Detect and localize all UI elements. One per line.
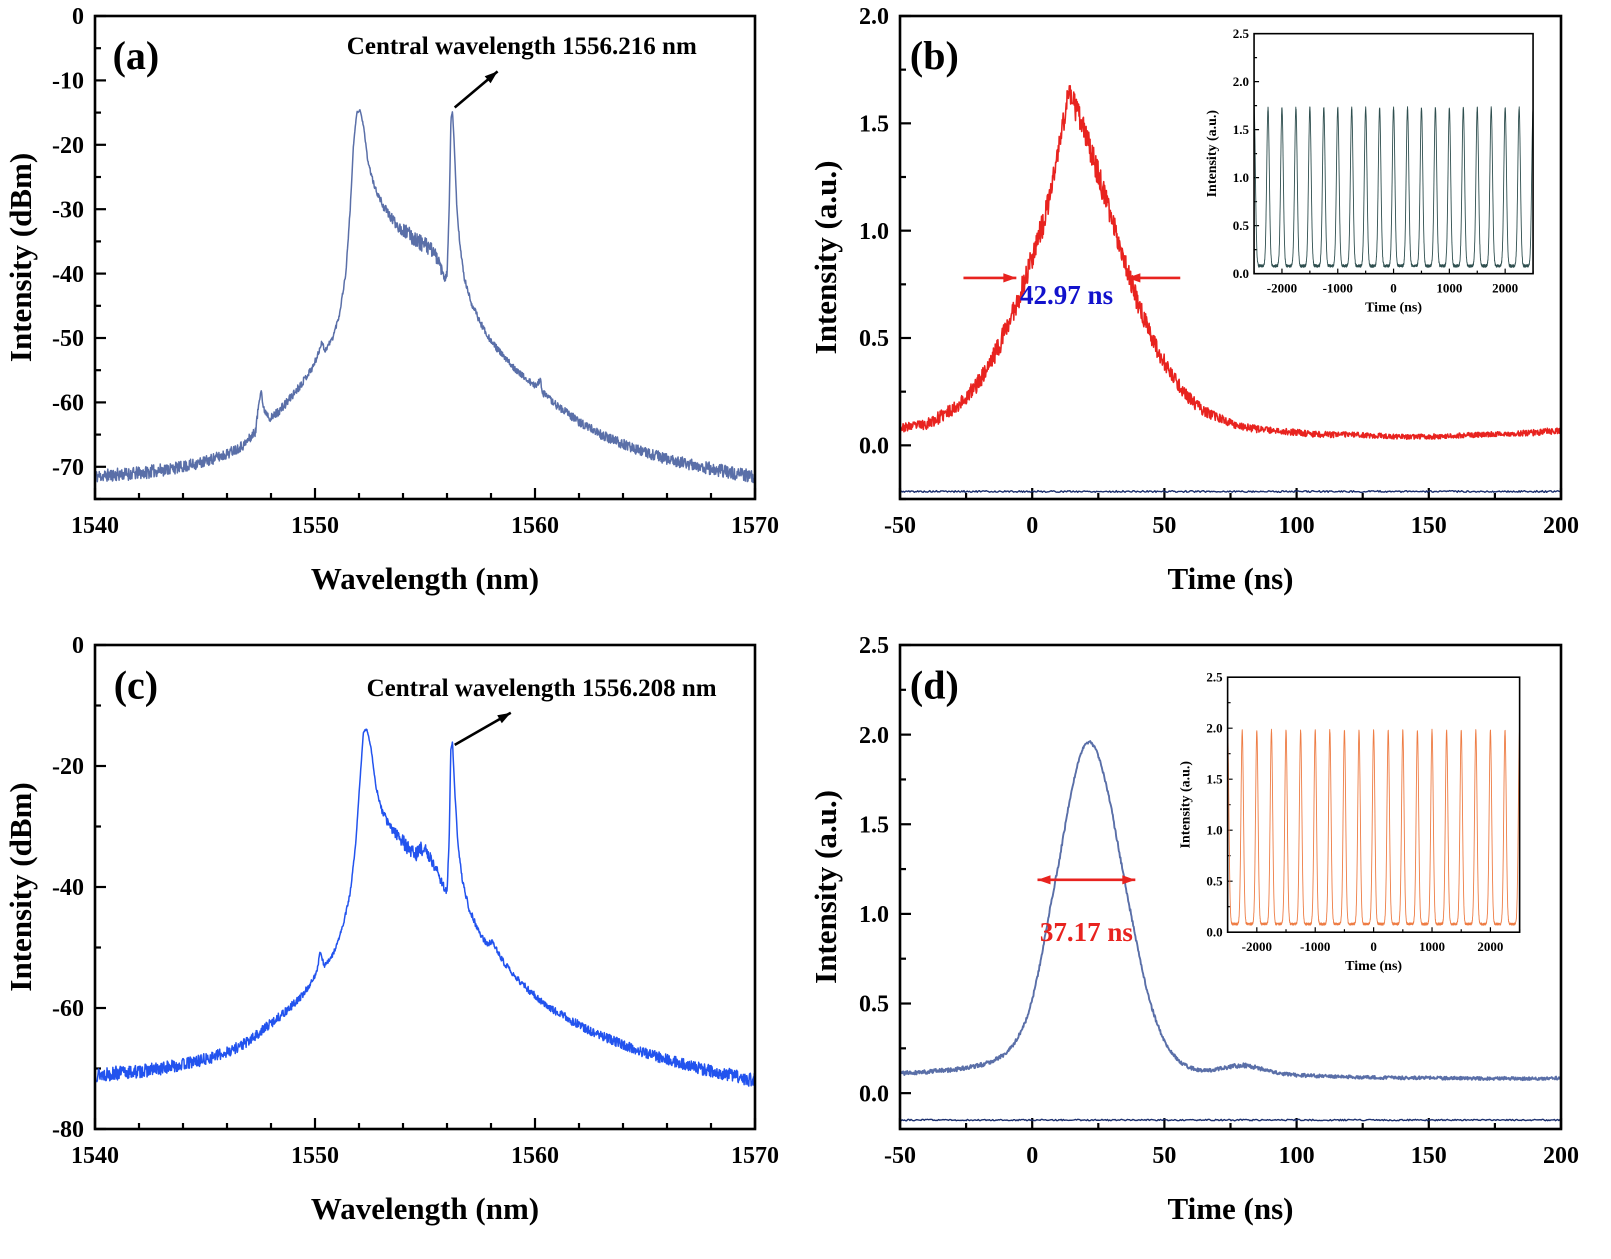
svg-text:2.0: 2.0 [859,723,889,749]
svg-text:0.0: 0.0 [859,433,889,459]
panel-a-chart: 1540 1550 1560 1570 0 -10 -20 -30 -40 -50 -60 -70 Wa… [3,4,779,596]
svg-text:Intensity (a.u.): Intensity (a.u.) [1205,110,1220,198]
panel-a: 1540 1550 1560 1570 0 -10 -20 -30 -40 -50 -60 -70 Wa… [0,0,805,629]
svg-text:-20: -20 [52,133,84,159]
svg-text:0: 0 [1026,513,1038,539]
svg-text:Intensity (a.u.): Intensity (a.u.) [808,161,843,355]
svg-text:0.0: 0.0 [859,1081,889,1107]
svg-text:(a): (a) [113,33,160,78]
svg-text:2.5: 2.5 [859,633,889,659]
svg-text:0: 0 [72,633,84,659]
svg-text:1560: 1560 [511,1143,559,1169]
svg-text:-40: -40 [52,875,84,901]
svg-text:-60: -60 [52,996,84,1022]
svg-text:150: 150 [1411,513,1447,539]
svg-text:Time (ns): Time (ns) [1167,1191,1293,1226]
svg-text:1550: 1550 [291,1143,339,1169]
svg-text:-50: -50 [884,1143,916,1169]
svg-text:200: 200 [1543,513,1579,539]
svg-text:-1000: -1000 [1323,281,1353,296]
svg-text:0: 0 [1390,281,1397,296]
svg-text:Wavelength (nm): Wavelength (nm) [311,561,539,596]
svg-text:1000: 1000 [1436,281,1462,296]
svg-text:150: 150 [1411,1143,1447,1169]
svg-text:2.0: 2.0 [1233,74,1249,89]
svg-text:1.0: 1.0 [1206,823,1222,838]
svg-text:0.5: 0.5 [1233,218,1250,233]
svg-text:1000: 1000 [1419,939,1445,954]
svg-text:0.5: 0.5 [859,326,889,352]
svg-text:Time (ns): Time (ns) [1167,561,1293,596]
svg-text:1.0: 1.0 [1233,170,1249,185]
svg-text:42.97 ns: 42.97 ns [1020,280,1113,310]
svg-text:0.5: 0.5 [1206,874,1223,889]
svg-text:-70: -70 [52,455,84,481]
svg-text:1540: 1540 [71,513,119,539]
svg-text:50: 50 [1152,1143,1176,1169]
svg-text:-50: -50 [884,513,916,539]
svg-text:-60: -60 [52,391,84,417]
svg-text:1.5: 1.5 [859,812,889,838]
svg-text:37.17 ns: 37.17 ns [1040,917,1133,947]
svg-text:2.5: 2.5 [1206,670,1223,685]
svg-text:2.0: 2.0 [859,4,889,30]
svg-text:-2000: -2000 [1242,939,1272,954]
panel-b-chart: -50 0 50 100 150 200 0.0 0.5 1.0 1.5 2.0 Time (ns) I… [808,4,1579,596]
svg-text:1.5: 1.5 [859,111,889,137]
svg-text:-2000: -2000 [1267,281,1297,296]
inset-chart-d_inset: -2000 -1000 0 1000 2000 0.0 0.5 1.0 1.5 2.0 2.5 Tim… [1177,669,1528,975]
svg-text:2000: 2000 [1492,281,1518,296]
svg-text:100: 100 [1279,1143,1315,1169]
svg-text:1.5: 1.5 [1206,772,1223,787]
svg-text:100: 100 [1279,513,1315,539]
svg-text:0: 0 [1370,939,1377,954]
svg-text:-20: -20 [52,754,84,780]
svg-text:Central wavelength 1556.216 nm: Central wavelength 1556.216 nm [347,33,697,60]
svg-text:Time (ns): Time (ns) [1345,959,1402,974]
svg-text:0: 0 [72,4,84,30]
svg-text:Time (ns): Time (ns) [1365,301,1422,316]
panel-c-chart: 1540 1550 1560 1570 0 -20 -40 -60 -80 Wavelength … [3,633,779,1226]
panel-d: -50 0 50 100 150 200 0.0 0.5 1.0 1.5 2.0 2.5 Time (n… [805,629,1611,1259]
svg-text:1570: 1570 [731,1143,779,1169]
inset-chart-b_inset: -2000 -1000 0 1000 2000 0.0 0.5 1.0 1.5 2.0 2.5 Tim… [1204,25,1542,316]
svg-text:-40: -40 [52,262,84,288]
svg-text:Central wavelength 1556.208 nm: Central wavelength 1556.208 nm [367,675,717,702]
svg-text:1570: 1570 [731,513,779,539]
svg-text:(d): (d) [910,662,959,707]
svg-text:-1000: -1000 [1300,939,1330,954]
svg-text:0.0: 0.0 [1206,925,1222,940]
svg-text:Intensity (dBm): Intensity (dBm) [3,782,38,991]
svg-text:1.0: 1.0 [859,219,889,245]
svg-text:1540: 1540 [71,1143,119,1169]
svg-text:0: 0 [1026,1143,1038,1169]
svg-text:Wavelength (nm): Wavelength (nm) [311,1191,539,1226]
svg-text:0.0: 0.0 [1233,266,1249,281]
svg-text:-30: -30 [52,197,84,223]
panel-c: 1540 1550 1560 1570 0 -20 -40 -60 -80 Wavelength … [0,629,805,1259]
svg-text:-50: -50 [52,326,84,352]
panel-b: -50 0 50 100 150 200 0.0 0.5 1.0 1.5 2.0 Time (ns) I… [805,0,1611,629]
panel-d-chart: -50 0 50 100 150 200 0.0 0.5 1.0 1.5 2.0 2.5 Time (n… [808,633,1579,1226]
svg-text:1560: 1560 [511,513,559,539]
svg-text:200: 200 [1543,1143,1579,1169]
svg-text:(c): (c) [114,662,158,707]
svg-text:(b): (b) [910,33,959,78]
svg-text:Intensity (dBm): Intensity (dBm) [3,153,38,362]
svg-text:-10: -10 [52,69,84,95]
svg-text:2.0: 2.0 [1206,721,1222,736]
svg-text:1.5: 1.5 [1233,122,1250,137]
svg-text:-80: -80 [52,1117,84,1143]
svg-text:2000: 2000 [1477,939,1503,954]
svg-text:1.0: 1.0 [859,902,889,928]
svg-text:1550: 1550 [291,513,339,539]
svg-text:50: 50 [1152,513,1176,539]
svg-text:Intensity (a.u.): Intensity (a.u.) [1179,761,1194,849]
svg-text:0.5: 0.5 [859,992,889,1018]
svg-text:Intensity (a.u.): Intensity (a.u.) [808,790,843,984]
svg-text:2.5: 2.5 [1233,26,1250,41]
